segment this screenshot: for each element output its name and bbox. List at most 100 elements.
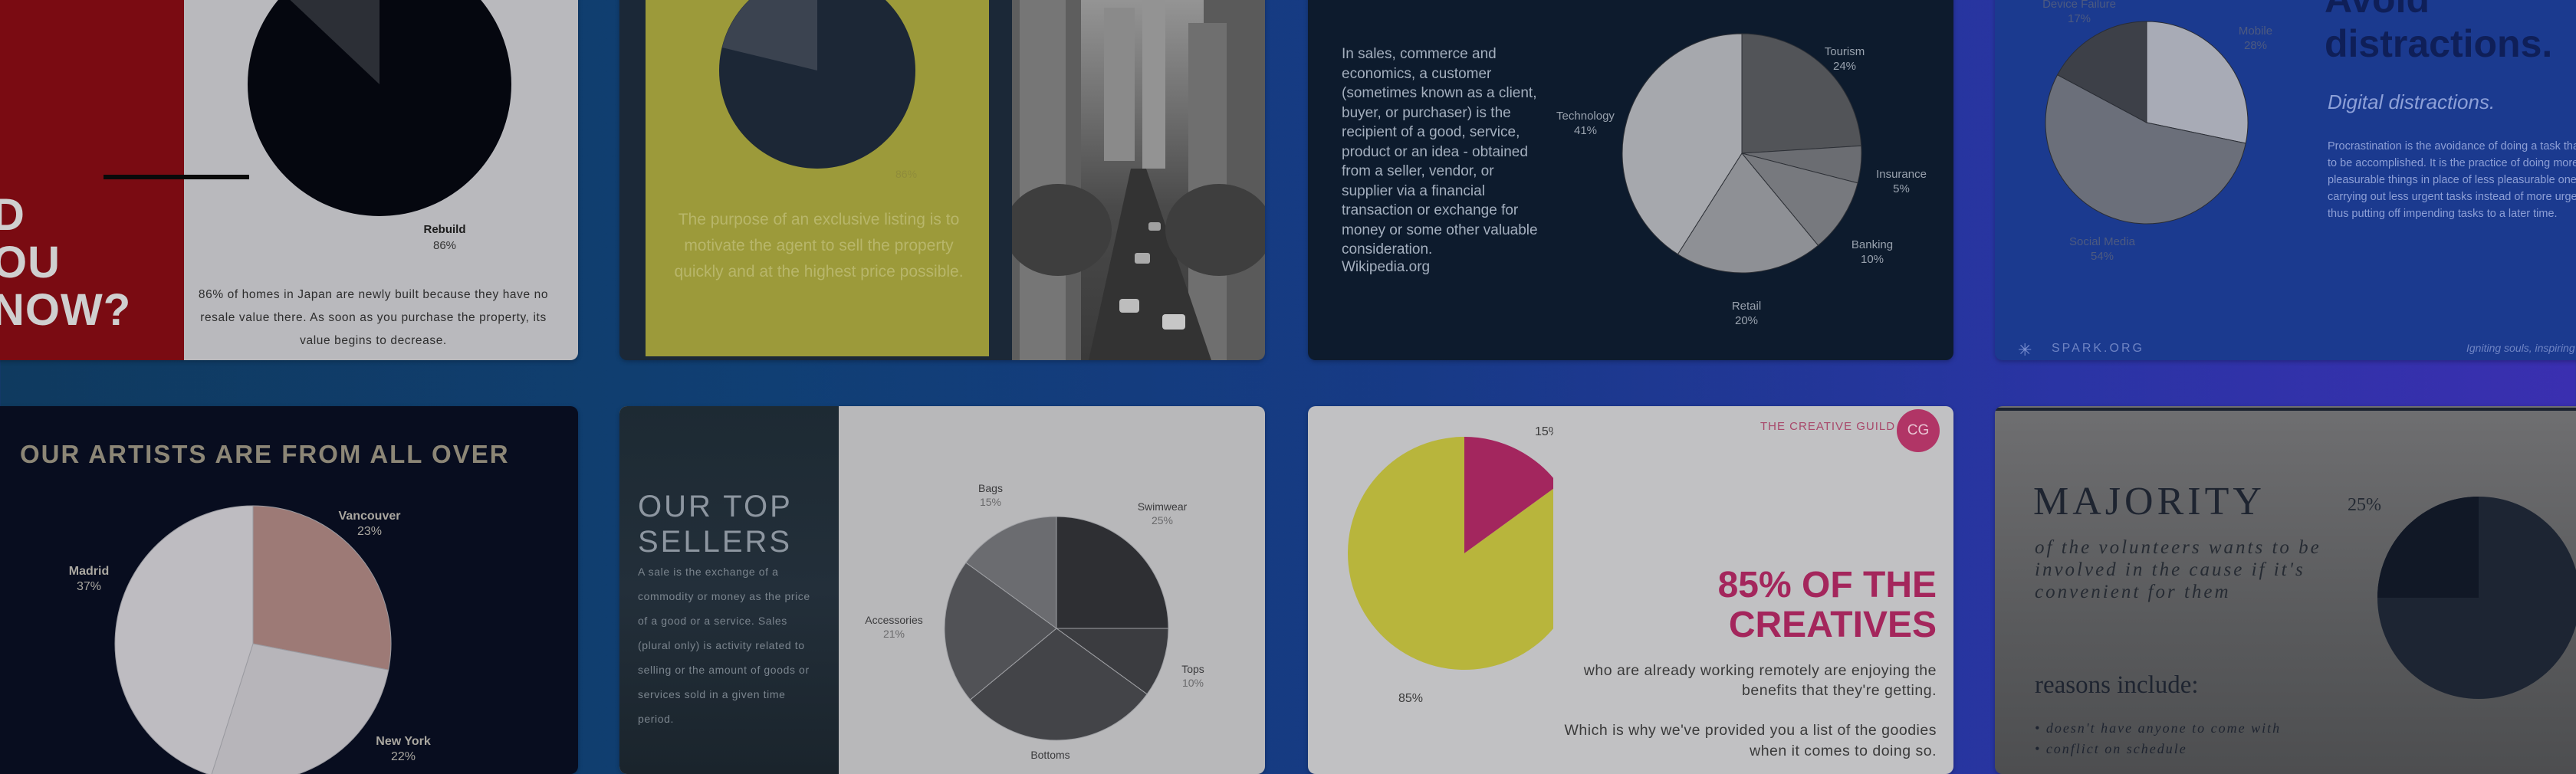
pie-chart	[2377, 497, 2576, 699]
reason-item: • doesn't have anyone to come with	[2035, 720, 2282, 736]
pie-label: Rebuild	[424, 223, 466, 236]
footer: ✳ SPARK.ORG Igniting souls, inspiring	[2018, 340, 2576, 359]
slice-label: Banking	[1852, 238, 1893, 251]
pie-slice-tops	[1055, 628, 1169, 695]
slice-value: 15%	[980, 496, 1001, 508]
slide-subtitle: of the volunteers wants to be involved i…	[2035, 537, 2321, 602]
slice-label: Tops	[1181, 663, 1204, 675]
presentation-card-artists[interactable]: OUR ARTISTS ARE FROM ALL OVER Vancouver 2…	[0, 406, 578, 774]
slice-label: Swimwear	[1138, 500, 1188, 513]
pie-minor-slice	[290, 0, 380, 84]
divider	[104, 175, 249, 179]
pie-value: 86%	[433, 239, 456, 252]
pie-minor-slice	[722, 0, 817, 71]
pie-slice-new-york	[211, 643, 389, 774]
slice-value: 10%	[1861, 253, 1884, 266]
slice-value: 15%	[1535, 425, 1553, 438]
body-text: In sales, commerce and economics, a cust…	[1342, 46, 1538, 257]
presentation-card-distractions[interactable]: Mobile 28% Social Media 54% Device Failure 17…	[1995, 0, 2576, 360]
slice-label: Social Media	[2069, 235, 2136, 248]
pie-slice-bags	[965, 516, 1057, 629]
pie-value: 86%	[895, 168, 917, 180]
pie-slice-retail	[1677, 153, 1819, 274]
pie-slice-social-media	[2045, 74, 2246, 225]
city-street-illustration	[1004, 0, 1265, 360]
slice-label: Device Failure	[2042, 0, 2116, 11]
pie-slice-remote	[1348, 437, 1553, 670]
body-text-2: Which is why we've provided you a list o…	[1564, 722, 1937, 759]
slice-label: New York	[376, 735, 431, 748]
accent-panel	[0, 0, 184, 360]
reasons-heading: reasons include:	[2035, 671, 2199, 699]
slice-value: 10%	[1182, 677, 1204, 689]
slice-value: 24%	[1833, 60, 1856, 73]
presentation-card-volunteers[interactable]: MAJORITY of the volunteers wants to be i…	[1995, 406, 2576, 774]
pie-slice-tourism	[1741, 33, 1862, 154]
pie-chart: 86%	[719, 0, 917, 180]
slice-label: Bottoms	[1030, 749, 1070, 761]
pie-chart: 85% 15%	[1348, 425, 1553, 705]
slice-label: Bags	[978, 482, 1003, 494]
pie-slice-vancouver	[252, 505, 392, 671]
slice-value: 25%	[1152, 514, 1173, 526]
slice-label: Madrid	[69, 565, 109, 578]
source-text: Wikipedia.org	[1342, 259, 1431, 275]
slice-label: Accessories	[865, 614, 922, 626]
presentation-card-customer[interactable]: In sales, commerce and economics, a cust…	[1308, 0, 1953, 360]
slice-value: 22%	[391, 750, 416, 763]
slide-title: Avoid distractions.	[2325, 0, 2553, 65]
pie-slice-accessories	[944, 562, 1057, 700]
pie-slice-banking	[1740, 153, 1858, 246]
slice-value: 21%	[883, 628, 905, 640]
body-text: Procrastination is the avoidance of doin…	[2328, 140, 2576, 220]
pie-chart: Vancouver 23% New York 22% Madrid 37%	[69, 505, 431, 774]
presentation-card-top-sellers[interactable]: OUR TOP SELLERS A sale is the exchange o…	[619, 406, 1265, 774]
presentation-card-creatives[interactable]: THE CREATIVE GUILD CG 85% 15% 85% OF THE …	[1308, 406, 1953, 774]
slide-title: OUR ARTISTS ARE FROM ALL OVER	[20, 440, 510, 468]
pie-minor-slice	[2377, 497, 2479, 598]
slice-value: 5%	[1893, 182, 1910, 195]
slice-value: 85%	[1398, 692, 1423, 705]
slice-label: Technology	[1556, 110, 1615, 123]
body-text: 86% of homes in Japan are newly built be…	[198, 288, 549, 347]
slide-title: MAJORITY	[2033, 480, 2266, 523]
pie-main-slice	[248, 0, 511, 216]
dark-sidebar-panel	[619, 406, 839, 774]
slice-value: 37%	[77, 580, 101, 593]
slide-subtitle: Digital distractions.	[2328, 90, 2496, 113]
slice-label: Vancouver	[339, 510, 401, 523]
pie-chart: Rebuild 86%	[248, 0, 511, 252]
body-text: A sale is the exchange of a commodity or…	[638, 566, 810, 725]
brand-name: SPARK.ORG	[2052, 342, 2144, 355]
headline: 85% OF THE CREATIVES	[1717, 565, 1937, 645]
slice-label: Tourism	[1825, 45, 1865, 58]
pie-value: 25%	[2348, 495, 2381, 515]
guild-badge: CG	[1897, 409, 1940, 452]
body-text: The purpose of an exclusive listing is t…	[674, 211, 964, 280]
presentation-card-exclusive-listing[interactable]: 86% The purpose of an exclusive listing …	[619, 0, 1265, 360]
headline: D OU NOW?	[0, 190, 132, 335]
pie-slice-technology	[1622, 33, 1743, 255]
slide-title: OUR TOP SELLERS	[638, 490, 793, 559]
body-text-1: who are already working remotely are enj…	[1583, 662, 1937, 699]
top-rule	[1995, 408, 2576, 411]
slice-value: 28%	[2244, 39, 2267, 52]
pie-slice-madrid	[114, 505, 254, 774]
spark-icon: ✳	[2018, 340, 2032, 359]
pie-slice-swimwear	[1056, 516, 1169, 629]
pie-slice-bottoms	[969, 628, 1148, 741]
slice-value: 17%	[2068, 12, 2091, 25]
slice-value: 41%	[1574, 124, 1597, 137]
tagline: Igniting souls, inspiring	[2466, 342, 2575, 354]
slice-label: Insurance	[1876, 168, 1927, 181]
slice-label: Retail	[1732, 300, 1761, 313]
pie-slice-device-failure	[2056, 21, 2147, 123]
guild-name: THE CREATIVE GUILD	[1760, 420, 1896, 433]
pie-slice-mobile	[2146, 21, 2249, 144]
slice-value: 54%	[2091, 250, 2114, 263]
presentation-card-japan-homes[interactable]: D OU NOW? Rebuild 86% 86% of homes in Ja…	[0, 0, 578, 360]
reason-item: • conflict on schedule	[2035, 741, 2187, 756]
